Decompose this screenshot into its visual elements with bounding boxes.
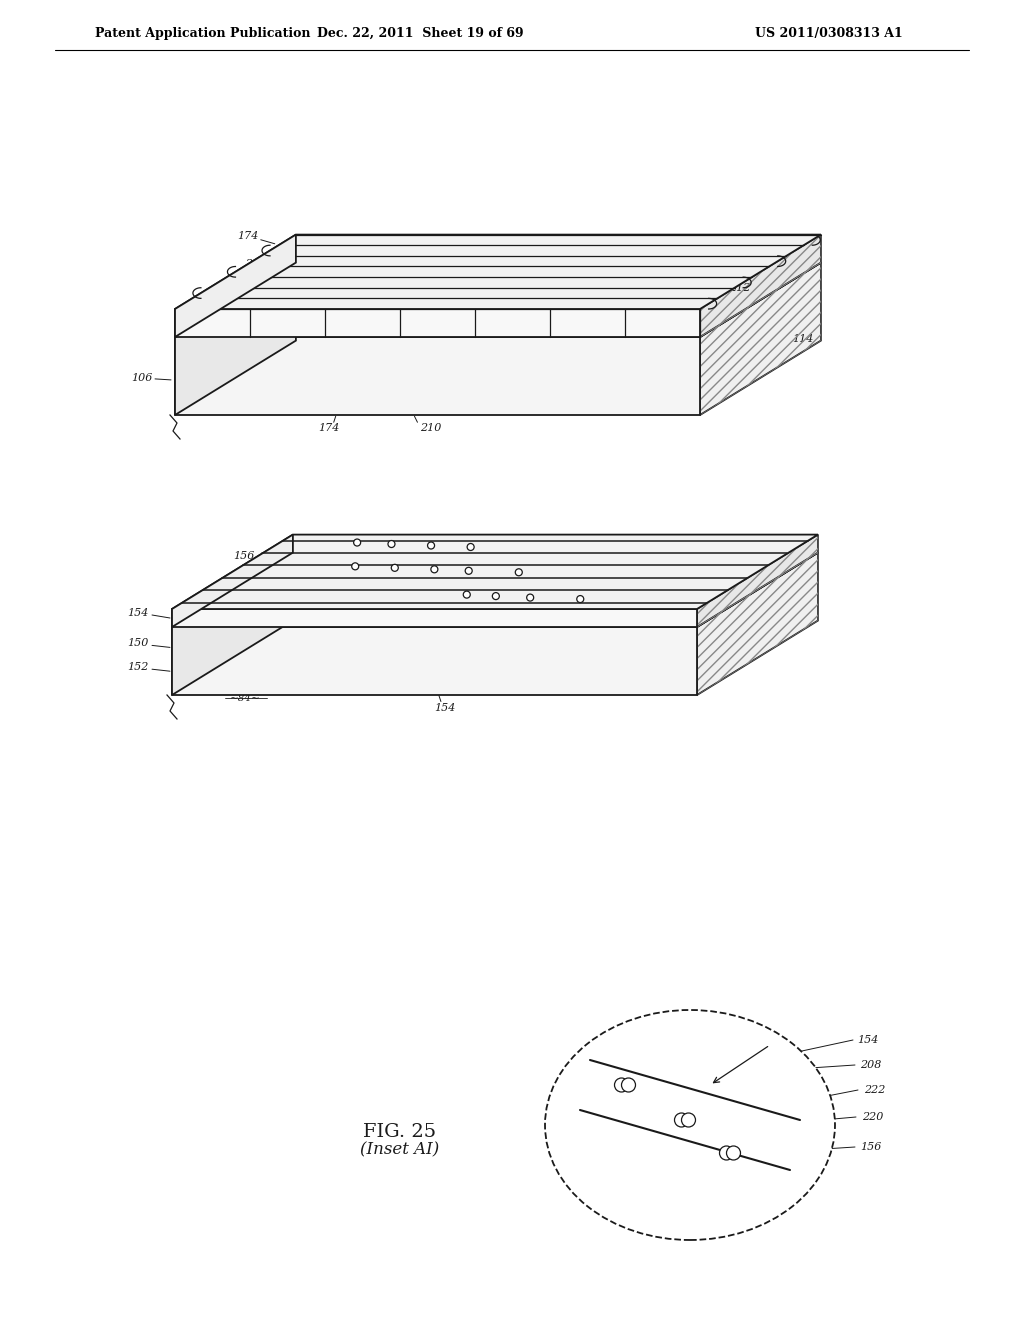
Text: 154: 154 bbox=[434, 702, 456, 713]
Circle shape bbox=[465, 568, 472, 574]
Circle shape bbox=[622, 1078, 636, 1092]
Text: US 2011/0308313 A1: US 2011/0308313 A1 bbox=[755, 26, 903, 40]
Text: 214: 214 bbox=[644, 271, 666, 281]
Polygon shape bbox=[172, 553, 293, 696]
Text: (Inset AB): (Inset AB) bbox=[513, 591, 597, 609]
Polygon shape bbox=[697, 553, 818, 696]
Circle shape bbox=[467, 544, 474, 550]
Circle shape bbox=[726, 1146, 740, 1160]
Text: 156: 156 bbox=[860, 1142, 882, 1152]
Text: FIG. 25: FIG. 25 bbox=[364, 1123, 436, 1140]
Text: 156: 156 bbox=[585, 570, 605, 579]
Text: 150: 150 bbox=[127, 639, 148, 648]
Text: ~84~: ~84~ bbox=[229, 693, 260, 702]
Text: 140: 140 bbox=[366, 560, 387, 569]
Text: FIG. 23: FIG. 23 bbox=[553, 305, 627, 323]
Polygon shape bbox=[175, 235, 296, 337]
Text: (Inset AB): (Inset AB) bbox=[548, 323, 633, 341]
Text: 174: 174 bbox=[318, 424, 339, 433]
Circle shape bbox=[353, 539, 360, 546]
Circle shape bbox=[515, 569, 522, 576]
Circle shape bbox=[463, 591, 470, 598]
Text: 106: 106 bbox=[131, 372, 153, 383]
Text: Dec. 22, 2011  Sheet 19 of 69: Dec. 22, 2011 Sheet 19 of 69 bbox=[316, 26, 523, 40]
Text: 66: 66 bbox=[720, 574, 734, 583]
Text: 154: 154 bbox=[857, 1035, 879, 1045]
Circle shape bbox=[675, 1113, 688, 1127]
Circle shape bbox=[577, 595, 584, 602]
Text: 208: 208 bbox=[410, 578, 430, 587]
Polygon shape bbox=[172, 553, 818, 627]
Text: 218: 218 bbox=[639, 1214, 660, 1225]
Text: 212: 212 bbox=[729, 282, 751, 293]
Circle shape bbox=[391, 565, 398, 572]
Text: 114: 114 bbox=[792, 334, 813, 345]
Polygon shape bbox=[175, 337, 700, 414]
Polygon shape bbox=[700, 263, 821, 414]
Polygon shape bbox=[175, 235, 821, 309]
Circle shape bbox=[493, 593, 500, 599]
Circle shape bbox=[682, 1113, 695, 1127]
Text: (Inset AI): (Inset AI) bbox=[360, 1142, 439, 1159]
Text: 154: 154 bbox=[127, 609, 148, 618]
Text: Inset AI: Inset AI bbox=[636, 565, 680, 576]
Polygon shape bbox=[172, 627, 697, 696]
Circle shape bbox=[614, 1078, 629, 1092]
Circle shape bbox=[720, 1146, 733, 1160]
Polygon shape bbox=[700, 235, 821, 337]
Circle shape bbox=[388, 540, 395, 548]
Text: 214: 214 bbox=[246, 259, 267, 268]
Polygon shape bbox=[175, 263, 296, 414]
Polygon shape bbox=[172, 535, 293, 627]
Polygon shape bbox=[172, 609, 697, 627]
Text: 210: 210 bbox=[420, 424, 441, 433]
Text: 112: 112 bbox=[390, 271, 412, 281]
Polygon shape bbox=[697, 535, 818, 627]
Text: 208: 208 bbox=[860, 1060, 882, 1071]
Text: 138: 138 bbox=[512, 574, 534, 583]
Ellipse shape bbox=[545, 1010, 835, 1239]
Circle shape bbox=[431, 566, 438, 573]
Text: 152: 152 bbox=[127, 663, 148, 672]
Text: 156: 156 bbox=[233, 550, 255, 561]
Text: 174: 174 bbox=[238, 231, 258, 240]
Text: ~84~: ~84~ bbox=[240, 407, 270, 416]
Text: 220: 220 bbox=[862, 1111, 884, 1122]
Text: 158: 158 bbox=[492, 276, 513, 286]
Text: 156: 156 bbox=[272, 556, 294, 565]
Polygon shape bbox=[175, 263, 821, 337]
Polygon shape bbox=[172, 535, 818, 609]
Circle shape bbox=[526, 594, 534, 601]
Text: FIG. 24: FIG. 24 bbox=[518, 573, 592, 591]
Text: 222: 222 bbox=[864, 1085, 886, 1096]
Circle shape bbox=[428, 543, 434, 549]
Circle shape bbox=[351, 562, 358, 570]
Polygon shape bbox=[175, 309, 700, 337]
Text: Patent Application Publication: Patent Application Publication bbox=[95, 26, 310, 40]
